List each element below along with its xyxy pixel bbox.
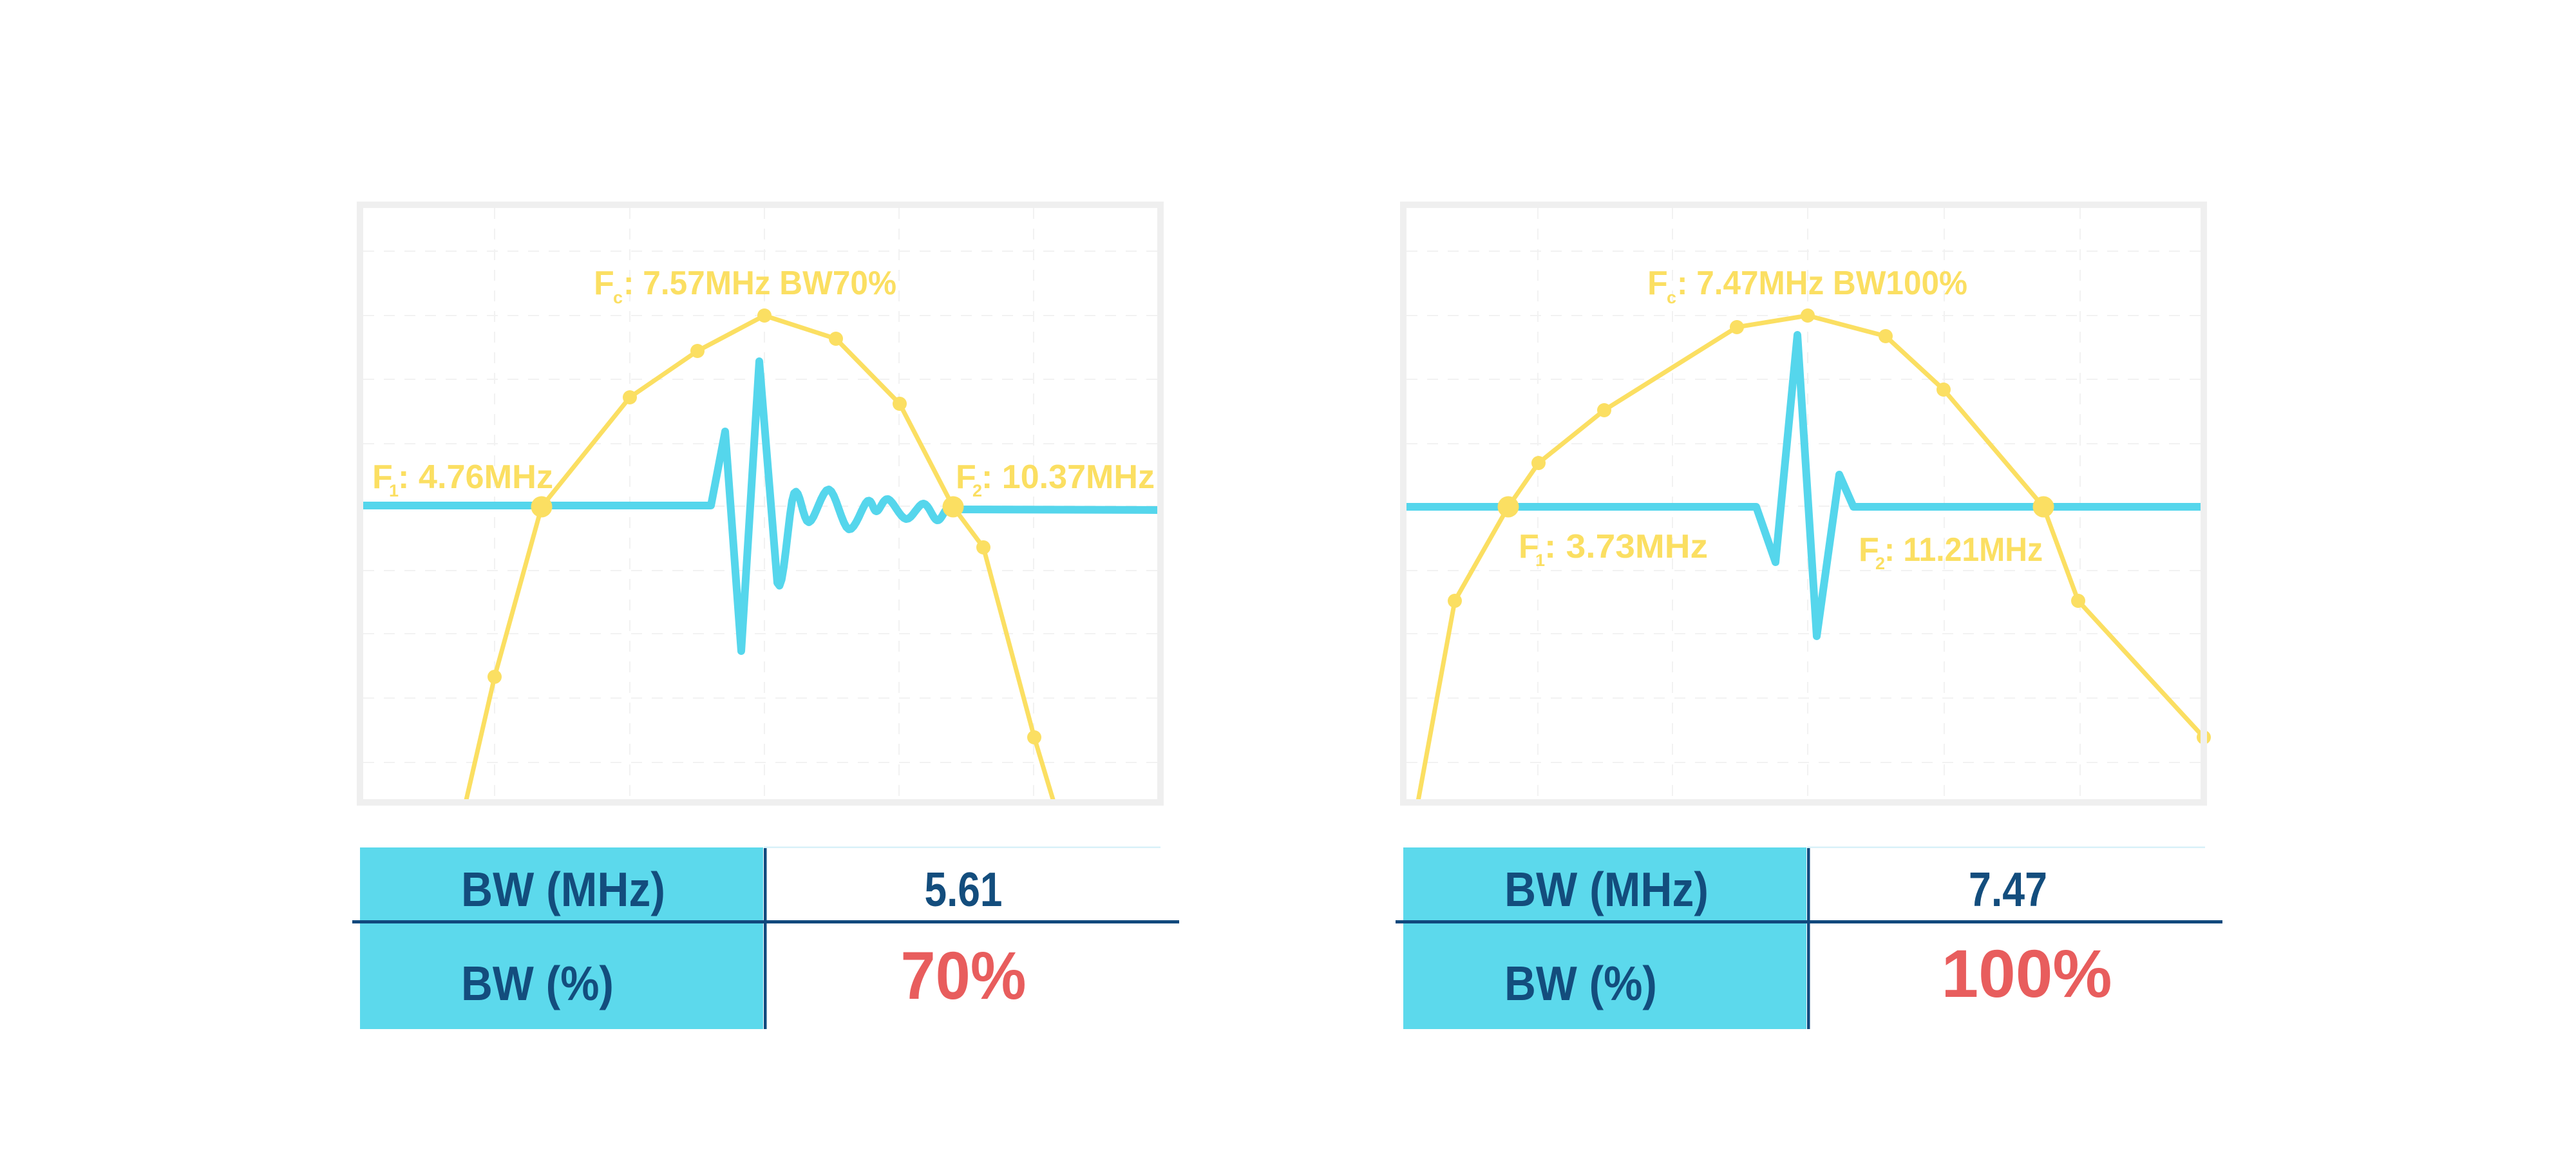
svg-text:5.61: 5.61 xyxy=(925,862,1003,916)
svg-text:7.47: 7.47 xyxy=(1969,862,2047,916)
svg-text:F: F xyxy=(1859,531,1879,569)
svg-text:: 11.21MHz: : 11.21MHz xyxy=(1884,531,2043,569)
svg-text:: 3.73MHz: : 3.73MHz xyxy=(1544,528,1708,565)
svg-text:2: 2 xyxy=(1875,554,1885,573)
svg-text:100%: 100% xyxy=(1942,936,2112,1012)
svg-text:70%: 70% xyxy=(901,938,1027,1014)
svg-text:F: F xyxy=(956,459,976,496)
svg-text:1: 1 xyxy=(389,481,399,500)
svg-text:: 7.57MHz BW70%: : 7.57MHz BW70% xyxy=(623,265,896,302)
svg-text:1: 1 xyxy=(1535,551,1545,570)
svg-text:F: F xyxy=(1647,265,1668,302)
svg-text:F: F xyxy=(594,265,614,302)
svg-text:F: F xyxy=(372,459,393,496)
svg-text:: 10.37MHz: : 10.37MHz xyxy=(981,459,1155,496)
svg-text:c: c xyxy=(1667,288,1676,307)
svg-text:BW (%): BW (%) xyxy=(1504,956,1657,1010)
svg-text:: 7.47MHz BW100%: : 7.47MHz BW100% xyxy=(1677,265,1967,302)
svg-text:F: F xyxy=(1519,528,1539,565)
svg-text:2: 2 xyxy=(972,481,982,500)
svg-text:c: c xyxy=(613,288,623,307)
svg-text:BW (MHz): BW (MHz) xyxy=(461,862,665,916)
svg-text:: 4.76MHz: : 4.76MHz xyxy=(398,459,553,496)
svg-text:BW (%): BW (%) xyxy=(461,956,614,1010)
svg-text:BW (MHz): BW (MHz) xyxy=(1504,862,1709,916)
